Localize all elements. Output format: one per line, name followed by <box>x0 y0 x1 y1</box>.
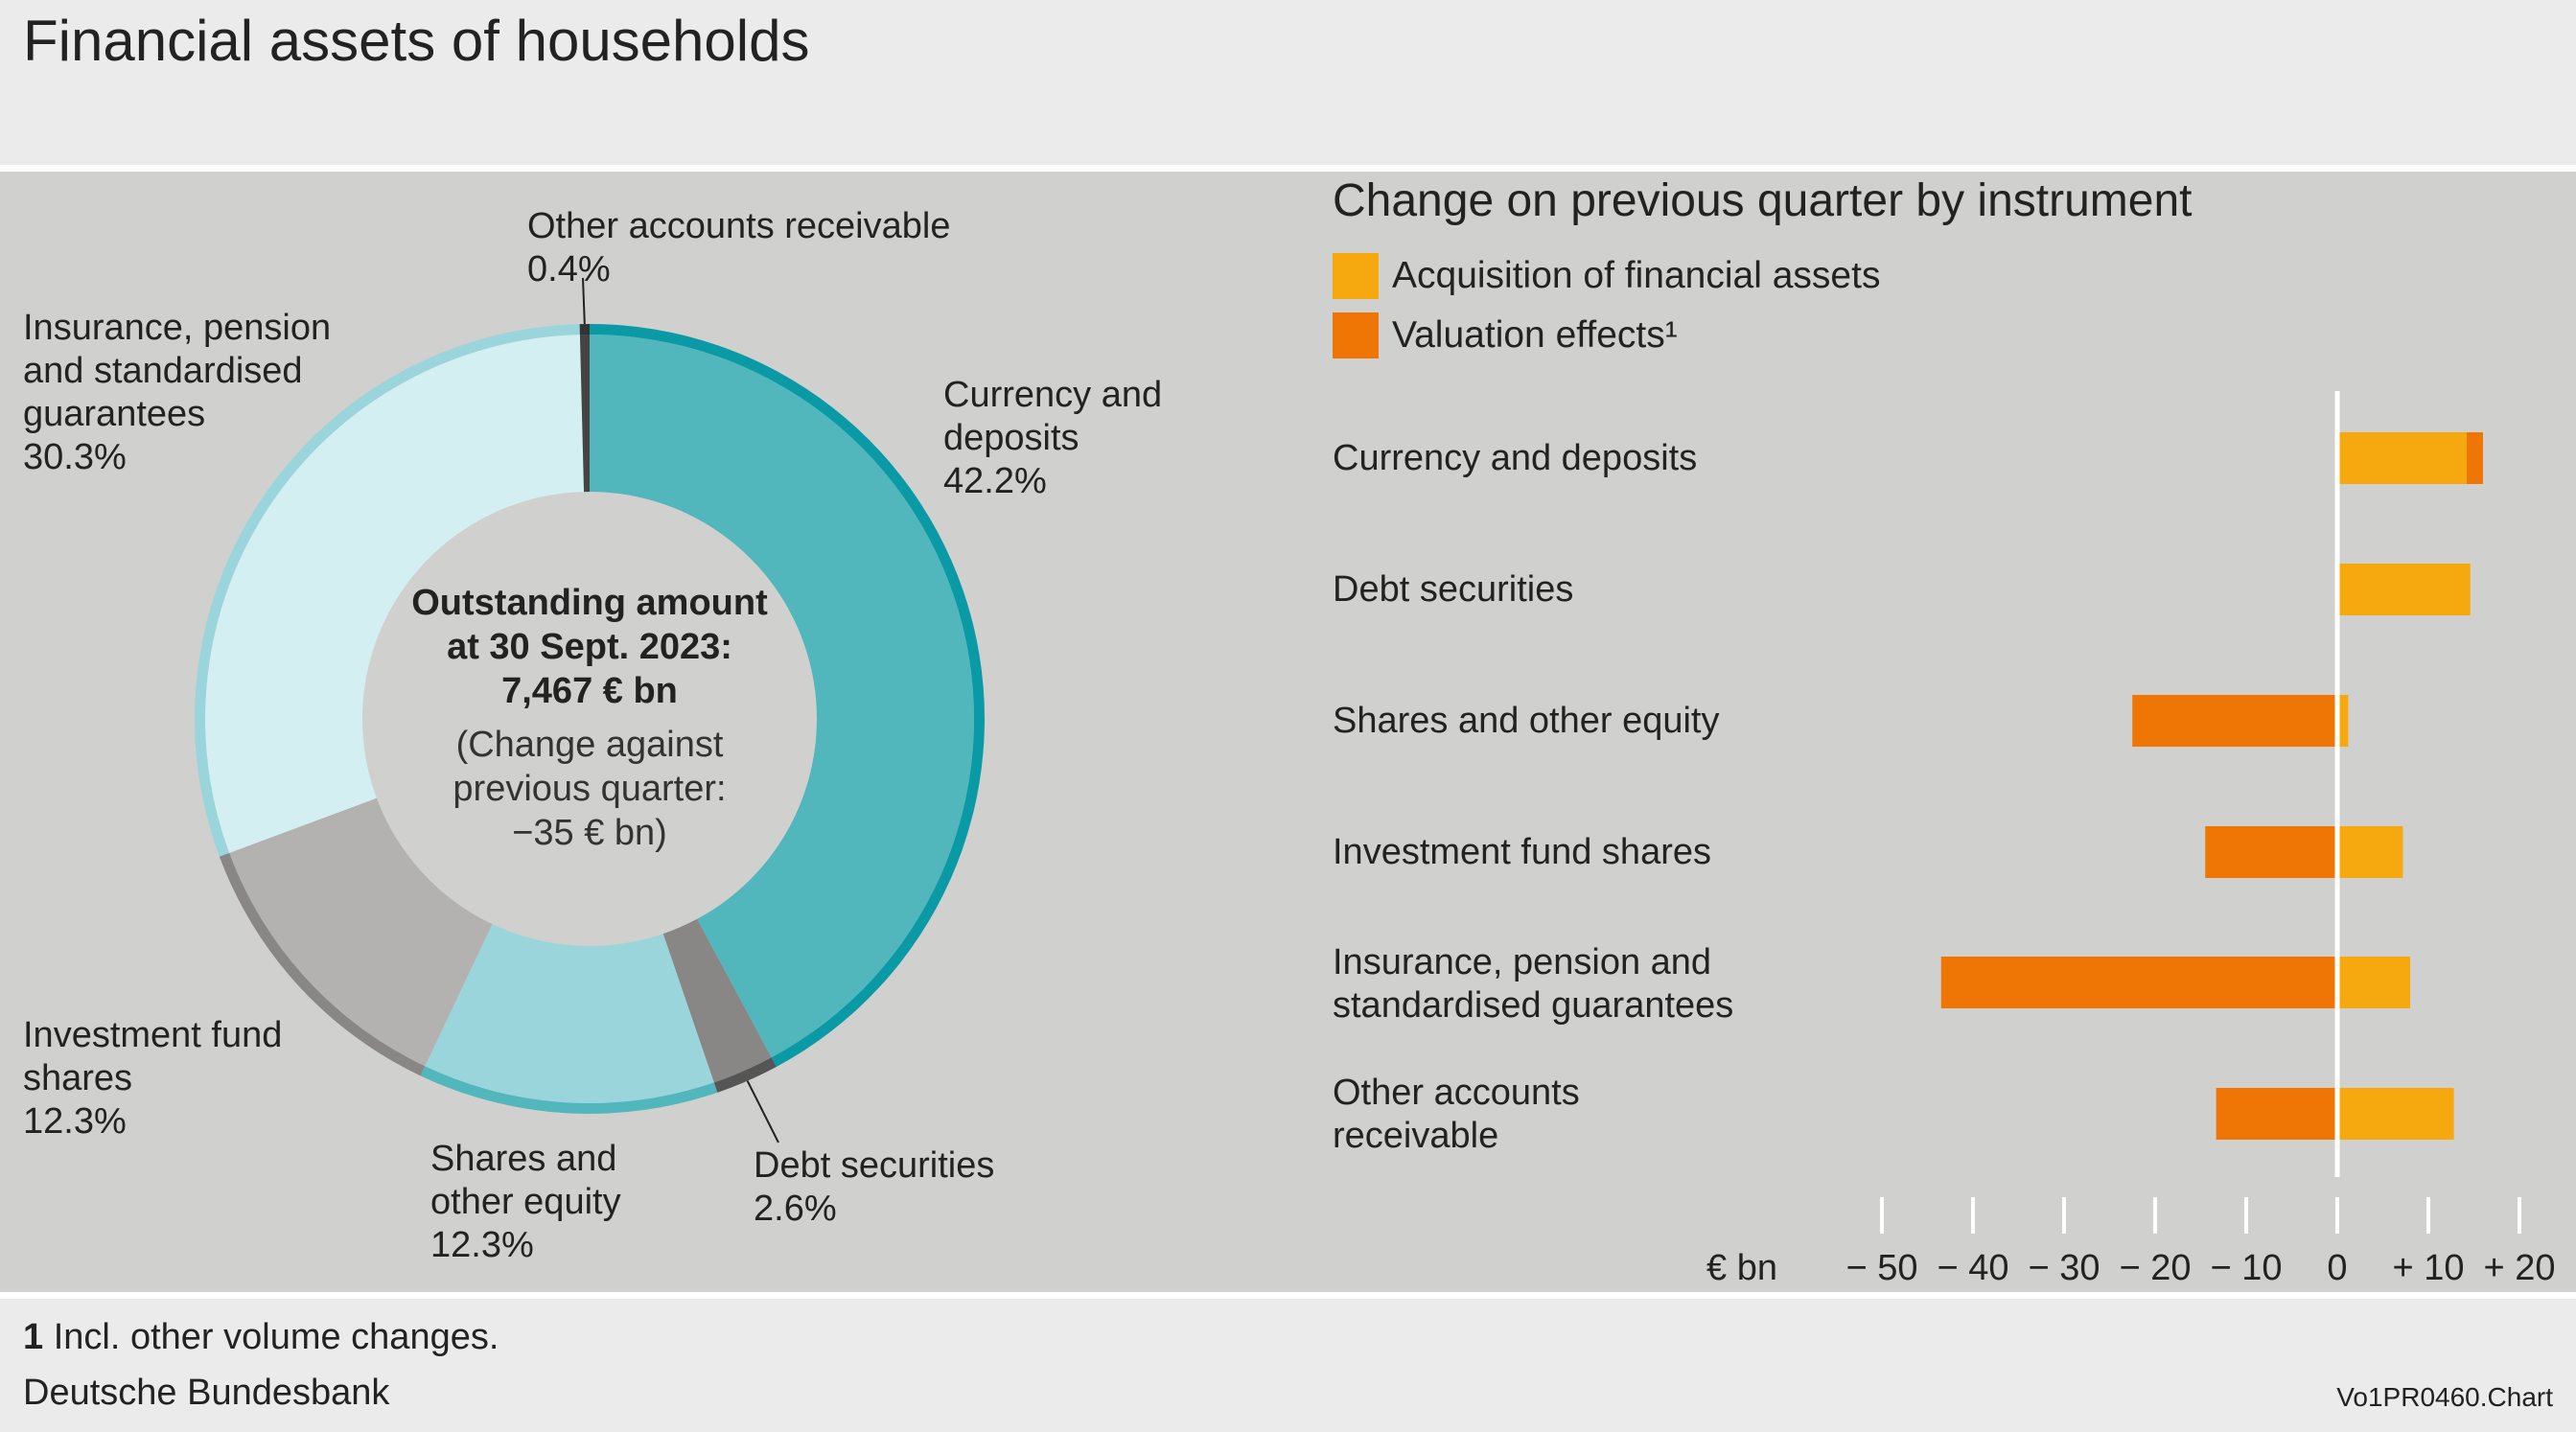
legend-label-valuation: Valuation effects¹ <box>1392 314 1678 356</box>
center-line-1: Outstanding amount <box>411 583 768 623</box>
x-tick-label: − 10 <box>2210 1248 2283 1288</box>
bar-chart <box>1880 391 2521 1234</box>
leader-line-debt-securities <box>746 1080 779 1143</box>
bar-valuation <box>1940 957 2337 1008</box>
x-tick-label: + 10 <box>2392 1248 2465 1288</box>
donut-segment-insurance-pension-and-standardised-guarantees <box>205 335 585 853</box>
center-sub-3: −35 € bn) <box>512 813 667 853</box>
donut-segment-debt-securities <box>662 918 772 1083</box>
donut-center-text: Outstanding amount at 30 Sept. 2023: 7,4… <box>369 581 810 855</box>
x-tick-label: − 50 <box>1845 1248 1918 1288</box>
chart-code: Vo1PR0460.Chart <box>2336 1382 2553 1412</box>
donut-rim-other-accounts-receivable <box>579 324 590 335</box>
x-tick-label: + 20 <box>2483 1248 2556 1288</box>
category-label: Shares and other equity <box>1333 701 1720 741</box>
label-insurance: Insurance, pension and standardised guar… <box>23 308 332 477</box>
donut-segment-investment-fund-shares <box>229 797 493 1067</box>
label-debt-securities: Debt securities 2.6% <box>754 1145 995 1229</box>
legend-label-acquisition: Acquisition of financial assets <box>1392 255 1881 296</box>
donut-chart <box>195 277 986 1143</box>
x-tick-label: − 20 <box>2119 1248 2192 1288</box>
footnote: 1 Incl. other volume changes. <box>23 1317 499 1357</box>
label-investment-fund: Investment fund shares 12.3% <box>23 1015 283 1142</box>
bar-acquisition <box>2337 564 2471 615</box>
category-label: Other accounts receivable <box>1333 1073 1580 1156</box>
bar-acquisition <box>2337 695 2349 747</box>
legend-swatch-acquisition <box>1333 253 1379 299</box>
axis-unit-label: € bn <box>1706 1248 1777 1288</box>
leader-line-other-accounts <box>582 277 586 325</box>
bar-valuation <box>2205 826 2337 878</box>
bar-acquisition <box>2337 432 2467 484</box>
donut-segment-currency-and-deposits <box>590 335 975 1058</box>
category-label: Debt securities <box>1333 569 1574 610</box>
center-line-2: at 30 Sept. 2023: <box>447 627 732 667</box>
legend-acquisition: Acquisition of financial assets <box>1333 253 1880 299</box>
category-label: Insurance, pension and standardised guara… <box>1333 942 1734 1026</box>
page-title: Financial assets of households <box>23 9 810 73</box>
bar-acquisition <box>2337 826 2403 878</box>
donut-rim-shares-and-other-equity <box>420 1066 718 1115</box>
label-currency-deposits: Currency and deposits 42.2% <box>943 375 1163 501</box>
bar-chart-title: Change on previous quarter by instrument <box>1333 175 2193 226</box>
category-label: Investment fund shares <box>1333 832 1711 872</box>
bar-valuation <box>2132 695 2337 747</box>
label-other-accounts: Other accounts receivable 0.4% <box>527 206 951 289</box>
x-tick-label: − 30 <box>2028 1248 2100 1288</box>
bar-acquisition <box>2337 957 2410 1008</box>
bar-valuation <box>2466 432 2483 484</box>
bar-valuation <box>2216 1088 2337 1140</box>
center-sub-2: previous quarter: <box>453 769 727 809</box>
donut-rim-debt-securities <box>713 1057 777 1093</box>
label-shares-equity: Shares and other equity 12.3% <box>430 1139 621 1265</box>
donut-segment-shares-and-other-equity <box>425 924 714 1103</box>
category-label: Currency and deposits <box>1333 438 1698 478</box>
donut-segment-other-accounts-receivable <box>579 335 590 493</box>
bar-acquisition <box>2337 1088 2454 1140</box>
source: Deutsche Bundesbank <box>23 1373 390 1413</box>
legend-valuation: Valuation effects¹ <box>1333 312 1678 358</box>
legend-swatch-valuation <box>1333 312 1379 358</box>
x-tick-label: 0 <box>2327 1248 2348 1288</box>
center-line-3: 7,467 € bn <box>501 671 678 711</box>
x-tick-label: − 40 <box>1937 1248 2009 1288</box>
center-sub-1: (Change against <box>455 725 724 765</box>
